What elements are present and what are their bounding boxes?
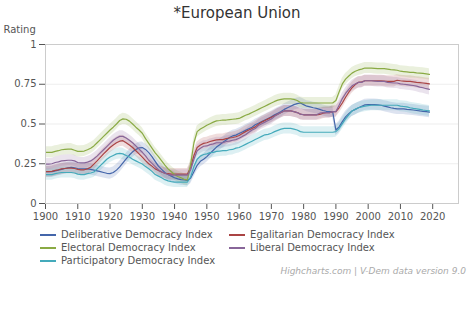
svg-text:1900: 1900 bbox=[33, 211, 58, 222]
html-text:Egalitarian Democracy Index: Egalitarian Democracy Index bbox=[250, 229, 395, 240]
svg-text:0.75: 0.75 bbox=[14, 78, 36, 89]
html-text:Liberal Democracy Index: Liberal Democracy Index bbox=[250, 242, 375, 253]
svg-text:0.25: 0.25 bbox=[14, 158, 36, 169]
html-text:Electoral Democracy Index: Electoral Democracy Index bbox=[61, 242, 196, 253]
svg-text:2010: 2010 bbox=[388, 211, 413, 222]
svg-text:1920: 1920 bbox=[97, 211, 122, 222]
html-text:*European Union: *European Union bbox=[173, 4, 301, 22]
svg-text:1940: 1940 bbox=[162, 211, 187, 222]
svg-text:1990: 1990 bbox=[323, 211, 348, 222]
svg-text:1930: 1930 bbox=[130, 211, 155, 222]
svg-text:1980: 1980 bbox=[291, 211, 316, 222]
svg-text:0.5: 0.5 bbox=[21, 118, 37, 129]
svg-text:0: 0 bbox=[30, 198, 36, 209]
svg-text:1960: 1960 bbox=[226, 211, 251, 222]
html-text:Deliberative Democracy Index: Deliberative Democracy Index bbox=[61, 229, 213, 240]
html-text:Highcharts.com | V-Dem data ve: Highcharts.com | V-Dem data version 9.0 bbox=[280, 266, 466, 276]
svg-text:2000: 2000 bbox=[355, 211, 380, 222]
svg-text:1970: 1970 bbox=[259, 211, 284, 222]
svg-text:1910: 1910 bbox=[65, 211, 90, 222]
html-text:Participatory Democracy Index: Participatory Democracy Index bbox=[61, 255, 216, 266]
svg-text:2020: 2020 bbox=[420, 211, 445, 222]
svg-text:1: 1 bbox=[30, 39, 36, 50]
svg-text:1950: 1950 bbox=[194, 211, 219, 222]
svg-text:Rating: Rating bbox=[4, 24, 36, 35]
